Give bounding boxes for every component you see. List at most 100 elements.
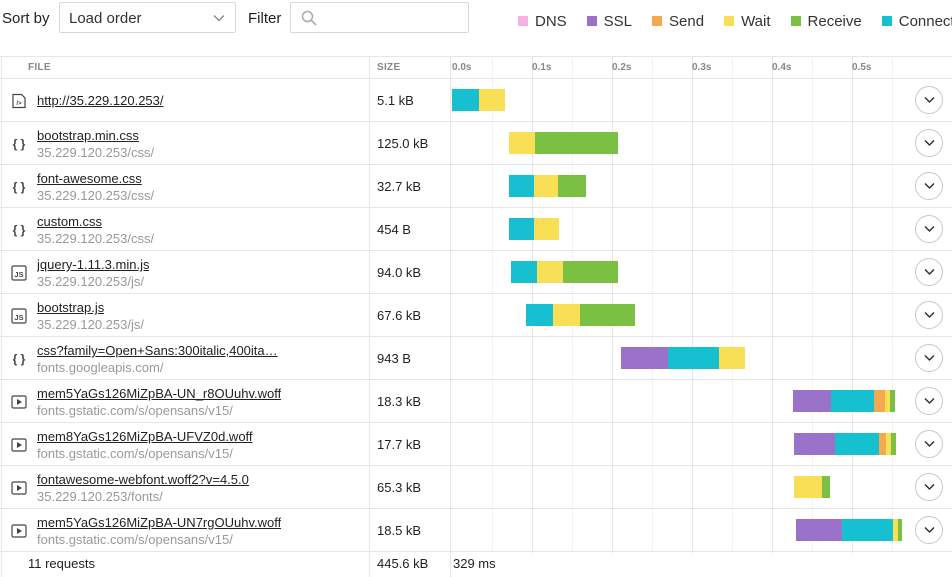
total-size: 445.6 kB [377, 556, 429, 571]
timeline-gridline [852, 56, 853, 553]
timing-bar-wait [552, 304, 580, 326]
filter-field[interactable] [290, 2, 469, 33]
timeline-tick-label: 0.1s [532, 62, 552, 73]
expand-row-button[interactable] [915, 430, 943, 458]
request-row[interactable]: JS jquery-1.11.3.min.js 35.229.120.253/js/… [0, 251, 952, 294]
timeline-gridline [692, 56, 693, 553]
timing-bar-wait [892, 519, 898, 541]
request-row[interactable]: mem5YaGs126MiZpBA-UN7rgOUuhv.woff fonts.g… [0, 509, 952, 552]
expand-row-button[interactable] [915, 301, 943, 329]
timing-legend: DNS SSL Send Wait Receive Connect [518, 12, 952, 30]
request-row[interactable]: mem5YaGs126MiZpBA-UN_r8OUuhv.woff fonts.g… [0, 380, 952, 423]
request-url-link[interactable]: custom.css [37, 214, 103, 229]
row-divider [0, 164, 952, 165]
legend-item-receive: Receive [790, 13, 862, 30]
legend-item-dns: DNS [518, 13, 567, 30]
legend-swatch [586, 16, 597, 26]
size-column-header[interactable]: SIZE [377, 62, 401, 73]
table-left-border [1, 56, 2, 577]
request-row[interactable]: { } bootstrap.min.css 35.229.120.253/css/1… [0, 122, 952, 165]
timing-bar-wait [479, 89, 505, 111]
request-url-link[interactable]: mem5YaGs126MiZpBA-UN_r8OUuhv.woff [37, 386, 282, 401]
timing-bar-wait [884, 390, 891, 412]
request-size: 5.1 kB [377, 93, 414, 108]
request-url-link[interactable]: css?family=Open+Sans:300italic,400ita… [37, 343, 278, 358]
request-row[interactable]: { } css?family=Open+Sans:300italic,400ita… [0, 337, 952, 380]
timeline-tick-label: 0.3s [692, 62, 712, 73]
row-divider [0, 293, 952, 294]
svg-text:JS: JS [14, 313, 23, 322]
request-url-link[interactable]: http://35.229.120.253/ [37, 93, 164, 108]
expand-row-button[interactable] [915, 344, 943, 372]
request-url-link[interactable]: mem5YaGs126MiZpBA-UN7rgOUuhv.woff [37, 515, 282, 530]
legend-item-connect: Connect [881, 12, 952, 30]
expand-row-button[interactable] [915, 129, 943, 157]
row-divider [0, 551, 952, 552]
expand-row-button[interactable] [915, 215, 943, 243]
file-column-header[interactable]: FILE [28, 62, 51, 73]
request-host-path: 35.229.120.253/css/ [37, 188, 155, 203]
chevron-down-icon [924, 354, 935, 362]
request-size: 32.7 kB [377, 179, 422, 194]
sort-order-select[interactable]: Load order [59, 2, 236, 33]
request-url-link[interactable]: fontawesome-webfont.woff2?v=4.5.0 [37, 472, 249, 487]
filter-input[interactable] [325, 7, 467, 29]
request-row[interactable]: { } custom.css 35.229.120.253/css/454 B [0, 208, 952, 251]
request-url-link[interactable]: bootstrap.js [37, 300, 105, 315]
request-url-link[interactable]: bootstrap.min.css [37, 128, 139, 143]
request-url-link[interactable]: jquery-1.11.3.min.js [37, 257, 150, 272]
timing-bar-connect [525, 304, 553, 326]
sort-order-value: Load order [69, 10, 142, 27]
timeline-gridline [492, 56, 493, 553]
font-file-icon [11, 394, 27, 410]
request-row[interactable]: /> http://35.229.120.253/5.1 kB [0, 79, 952, 122]
request-row[interactable]: fontawesome-webfont.woff2?v=4.5.0 35.229.… [0, 466, 952, 509]
table-top-border [0, 56, 952, 57]
expand-row-button[interactable] [915, 86, 943, 114]
timing-bar-receive [535, 132, 619, 154]
sort-by-label: Sort by [2, 10, 50, 27]
request-size: 17.7 kB [377, 437, 422, 452]
row-divider [0, 465, 952, 466]
timeline-gridline [892, 56, 893, 553]
timeline-tick-label: 0.4s [772, 62, 792, 73]
timing-bar-connect [511, 261, 537, 283]
timeline-tick-label: 0.0s [452, 62, 472, 73]
request-url-link[interactable]: font-awesome.css [37, 171, 142, 186]
timing-bar-receive [897, 519, 903, 541]
legend-swatch [881, 16, 892, 26]
expand-row-button[interactable] [915, 473, 943, 501]
legend-swatch [652, 16, 663, 26]
legend-item-ssl: SSL [586, 13, 632, 30]
request-size: 125.0 kB [377, 136, 429, 151]
expand-row-button[interactable] [915, 172, 943, 200]
expand-row-button[interactable] [915, 516, 943, 544]
timing-bar-ssl [796, 519, 843, 541]
request-host-path: 35.229.120.253/js/ [37, 274, 144, 289]
legend-label: Connect [898, 12, 952, 30]
header-bottom-border [0, 78, 952, 79]
legend-item-wait: Wait [724, 13, 771, 30]
search-icon [301, 10, 317, 26]
request-size: 943 B [377, 351, 411, 366]
timeline-tick-label: 0.2s [612, 62, 632, 73]
timeline-column-divider [450, 56, 451, 577]
timing-bar-wait [794, 476, 823, 498]
request-url-link[interactable]: mem8YaGs126MiZpBA-UFVZ0d.woff [37, 429, 253, 444]
request-row[interactable]: { } font-awesome.css 35.229.120.253/css/32… [0, 165, 952, 208]
request-row[interactable]: mem8YaGs126MiZpBA-UFVZ0d.woff fonts.gstat… [0, 423, 952, 466]
request-host-path: 35.229.120.253/css/ [37, 145, 155, 160]
request-row[interactable]: JS bootstrap.js 35.229.120.253/js/67.6 kB [0, 294, 952, 337]
timing-bar-wait [719, 347, 745, 369]
row-divider [0, 508, 952, 509]
timing-bar-connect [831, 390, 875, 412]
timing-bar-ssl [792, 390, 832, 412]
timing-bar-ssl [793, 433, 836, 455]
legend-item-send: Send [652, 13, 704, 30]
expand-row-button[interactable] [915, 258, 943, 286]
filter-label: Filter [248, 10, 282, 27]
timeline-gridline [652, 56, 653, 553]
timing-bar-wait [536, 261, 564, 283]
expand-row-button[interactable] [915, 387, 943, 415]
chevron-down-icon [924, 397, 935, 405]
